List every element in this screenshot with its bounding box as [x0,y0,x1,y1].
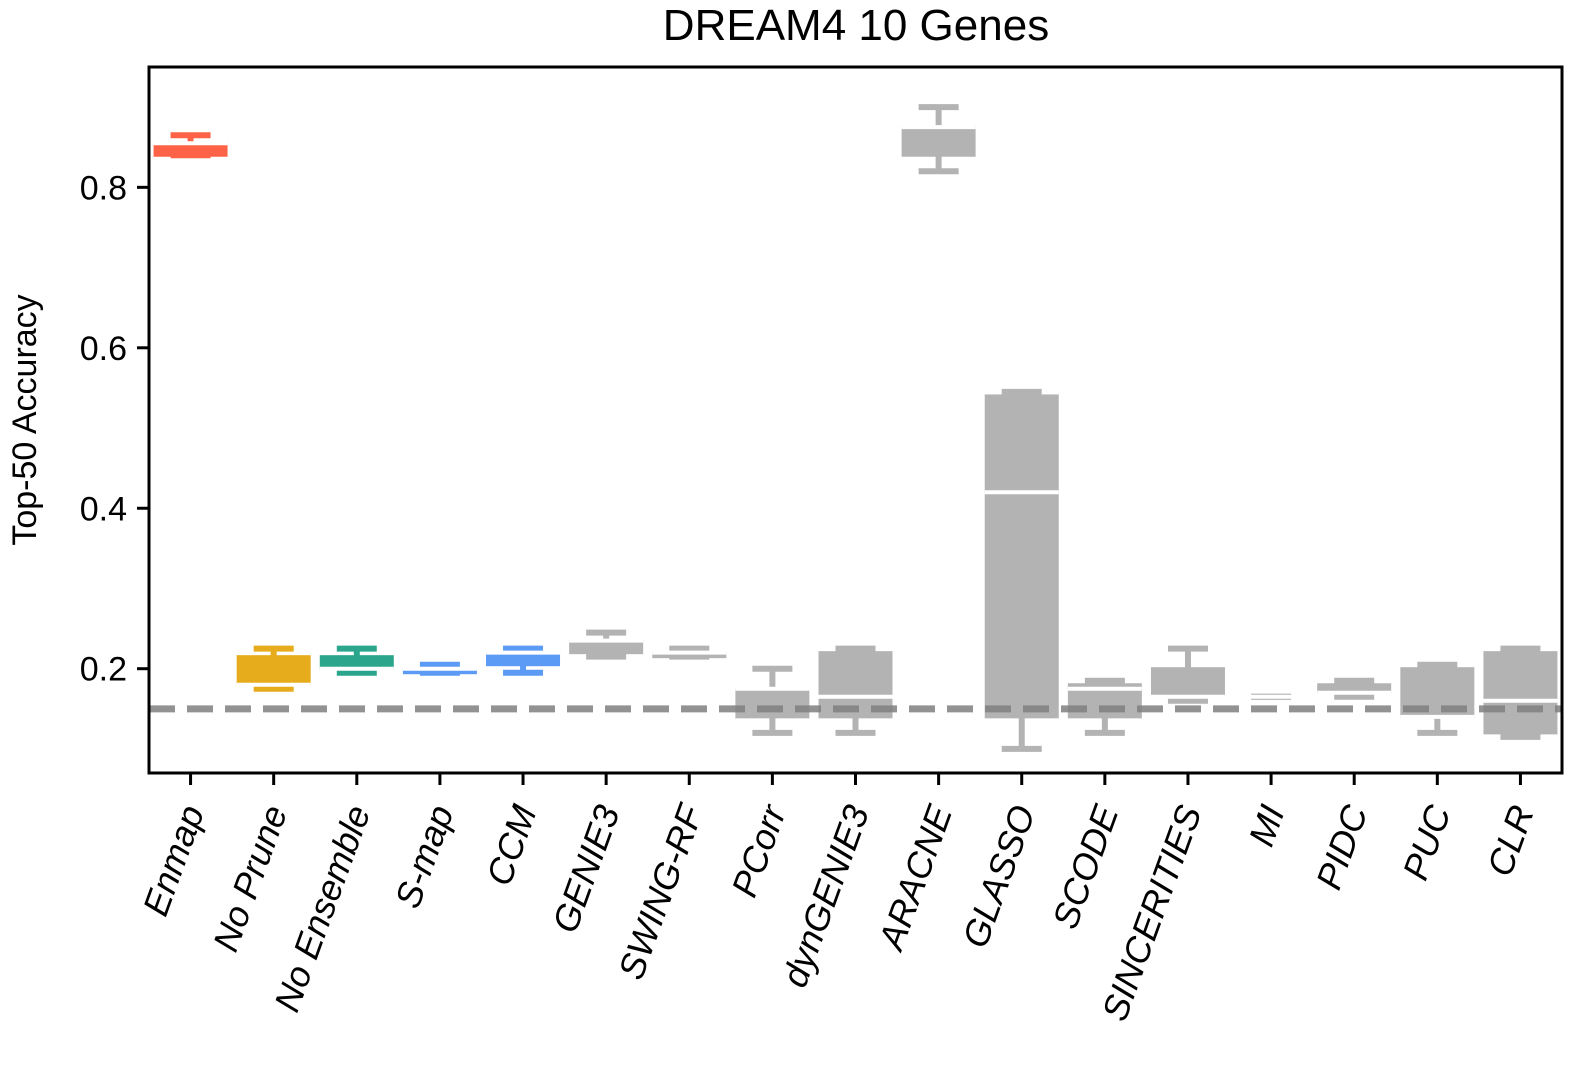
box-body [569,639,644,655]
box-12 [1150,645,1225,704]
box-9 [901,104,976,175]
x-tick-label: GENIE3 [544,800,628,938]
x-tick-label: CCM [478,800,545,891]
box-1 [236,645,311,692]
x-tick-label: GLASSO [954,800,1043,953]
box-3 [402,661,477,676]
x-tick-label: PUC [1394,799,1459,885]
box-body [1317,683,1392,695]
box-16 [1483,645,1558,740]
y-tick-label: 0.2 [80,651,127,689]
box-body [153,141,228,157]
box-5 [569,629,644,660]
box-15 [1400,661,1475,736]
box-body [236,655,311,687]
plot-frame [147,65,1564,775]
box-body [1150,667,1225,699]
box-10 [984,388,1059,752]
plot-area [149,104,1562,752]
box-body [735,687,810,719]
box-body [984,394,1059,719]
y-tick-label: 0.8 [80,169,127,207]
x-tick-label: CLR [1479,800,1542,882]
box-6 [652,645,727,660]
y-axis-label: Top-50 Accuracy [6,294,44,545]
x-tick-label: PIDC [1308,799,1376,895]
box-body [1483,651,1558,735]
box-body [402,667,477,675]
box-0 [153,132,228,159]
box-4 [486,645,561,676]
box-7 [735,665,810,736]
x-tick-label: No Prune [205,800,296,957]
x-tick-label: Enmap [135,800,213,921]
x-tick-label: dynGENIE3 [773,800,877,993]
box-body [319,655,394,671]
x-tick-label: S-map [387,800,462,914]
y-axis: 0.2 0.4 0.6 0.8 [80,169,149,689]
box-2 [319,645,394,676]
chart-title: DREAM4 10 Genes [663,1,1049,50]
box-body [652,651,727,659]
y-tick-label: 0.6 [80,330,127,368]
box-body [486,651,561,667]
box-body [901,125,976,157]
y-tick-label: 0.4 [80,490,127,528]
box-8 [818,645,893,736]
box-14 [1317,677,1392,700]
x-tick-label: ARACNE [870,799,961,957]
x-tick-label: MI [1240,800,1292,852]
x-tick-label: SCODE [1044,799,1127,934]
x-tick-label: SWING-RF [610,798,711,985]
x-tick-label: PCorr [723,798,794,902]
box-13 [1234,693,1309,700]
box-11 [1067,677,1142,736]
